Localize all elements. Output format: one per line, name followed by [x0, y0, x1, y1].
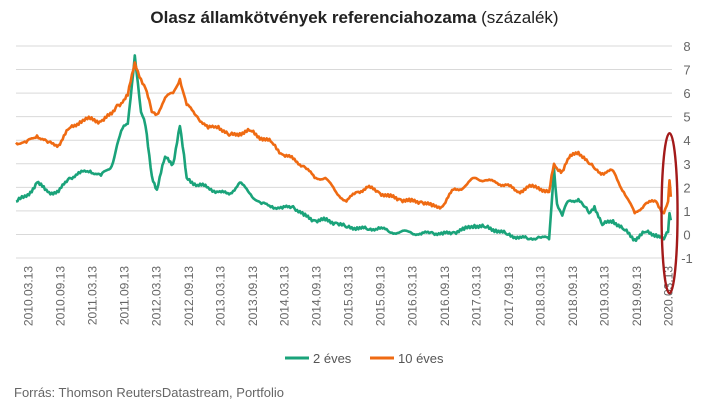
chart-title-main: Olasz államkötvények referenciahozama: [150, 8, 477, 27]
y-tick-label: 1: [683, 204, 690, 219]
x-tick-label: 2014.03.13: [277, 266, 291, 326]
x-tick-label: 2018.03.13: [534, 266, 548, 326]
x-tick-label: 2013.09.13: [246, 266, 260, 326]
x-tick-label: 2013.03.13: [214, 266, 228, 326]
y-tick-label: 3: [683, 157, 690, 172]
series-line-2-eves: [15, 54, 673, 243]
x-tick-label: 2016.03.13: [406, 266, 420, 326]
series-line-10-eves: [15, 61, 673, 215]
y-tick-label: -1: [681, 251, 693, 266]
x-tick-label: 2016.09.13: [438, 266, 452, 326]
y-tick-label: 7: [683, 63, 690, 78]
x-tick-label: 2012.09.13: [182, 266, 196, 326]
x-tick-label: 2017.09.13: [502, 266, 516, 326]
x-tick-label: 2012.03.13: [150, 266, 164, 326]
x-tick-label: 2018.09.13: [566, 266, 580, 326]
x-tick-label: 2015.09.13: [374, 266, 388, 326]
x-tick-label: 2010.03.13: [21, 266, 35, 326]
x-tick-label: 2019.09.13: [630, 266, 644, 326]
y-tick-label: 4: [683, 133, 690, 148]
x-tick-label: 2014.09.13: [310, 266, 324, 326]
y-tick-label: 6: [683, 86, 690, 101]
chart-title-unit: (százalék): [476, 8, 559, 27]
legend-label: 10 éves: [398, 351, 444, 366]
chart-title: Olasz államkötvények referenciahozama (s…: [0, 8, 709, 28]
source-note: Forrás: Thomson ReutersDatastream, Portf…: [14, 385, 284, 400]
x-tick-label: 2010.09.13: [54, 266, 68, 326]
highlight-ellipse: [660, 131, 679, 295]
y-tick-label: 2: [683, 180, 690, 195]
y-tick-label: 8: [683, 39, 690, 54]
x-tick-label: 2011.03.13: [85, 266, 99, 325]
legend-label: 2 éves: [313, 351, 352, 366]
x-tick-label: 2019.03.13: [598, 266, 612, 326]
y-tick-label: 0: [683, 227, 690, 242]
y-tick-label: 5: [683, 110, 690, 125]
x-tick-label: 2017.03.13: [470, 266, 484, 326]
x-tick-label: 2015.03.13: [341, 266, 355, 326]
x-tick-label: 2011.09.13: [118, 266, 132, 325]
